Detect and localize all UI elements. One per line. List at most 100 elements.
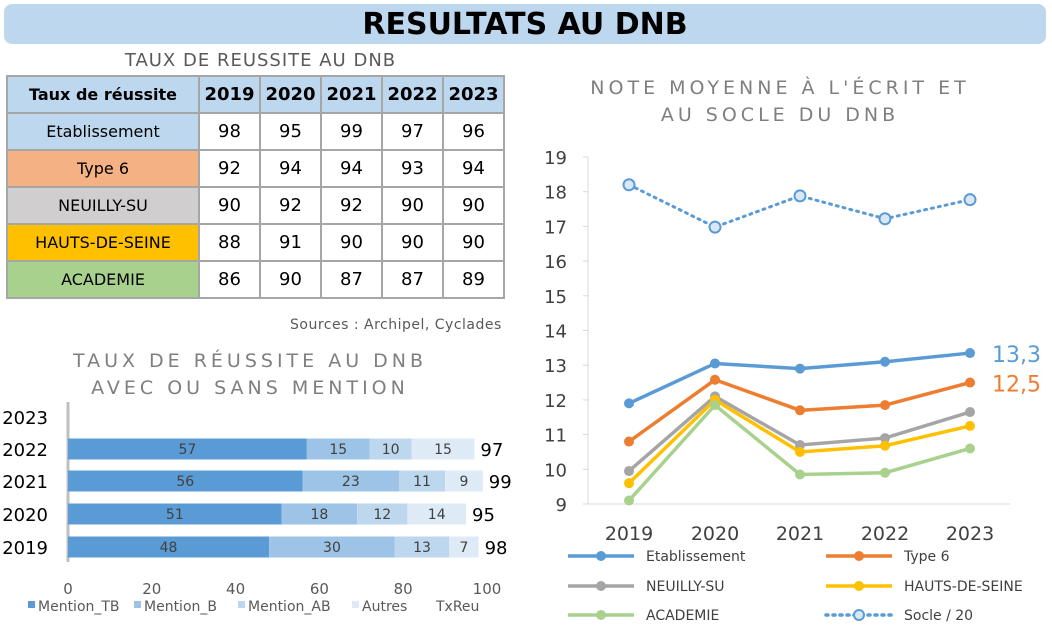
bar-segment — [68, 503, 282, 525]
line-point — [965, 348, 975, 359]
table-header-year: 2019 — [198, 75, 261, 114]
bar-legend-label: Mention_AB — [248, 599, 331, 615]
line-point — [965, 377, 975, 388]
line-legend-marker — [596, 610, 606, 620]
line-point — [795, 363, 805, 374]
table-cell: 98 — [198, 112, 261, 151]
bar-legend-swatch — [28, 601, 35, 608]
bar-segment — [357, 503, 408, 525]
bar-x-tick-label: 0 — [63, 580, 73, 598]
line-legend-label: NEUILLY-SU — [646, 579, 725, 595]
bar-segment — [449, 536, 479, 558]
table-cell: 90 — [381, 223, 444, 262]
bar-segment — [269, 536, 395, 558]
bar-chart-title-line1: TAUX DE RÉUSSITE AU DNB — [72, 350, 428, 372]
line-y-tick-label: 13 — [544, 356, 567, 377]
line-point — [624, 436, 634, 447]
line-point — [963, 193, 977, 207]
table-row-label: HAUTS-DE-SEINE — [6, 223, 200, 262]
bar-legend-swatch — [134, 601, 141, 608]
bar-data-label: 10 — [382, 442, 400, 458]
table-cell: 96 — [442, 112, 505, 151]
line-y-tick-label: 12 — [544, 391, 567, 412]
bar-total-label: 95 — [472, 505, 495, 526]
line-end-label: 12,5 — [992, 373, 1041, 398]
table-cell: 92 — [320, 186, 383, 225]
table-row-label: ACADEMIE — [6, 260, 200, 299]
table-cell: 86 — [198, 260, 261, 299]
table-cell: 94 — [320, 149, 383, 188]
table-row-label: NEUILLY-SU — [6, 186, 200, 225]
bar-segment — [369, 438, 412, 460]
bar-data-label: 12 — [373, 507, 391, 523]
line-point — [624, 495, 634, 506]
bar-data-label: 15 — [434, 442, 452, 458]
table-header-year: 2020 — [259, 75, 322, 114]
line-point — [795, 440, 805, 451]
line-point — [710, 358, 720, 369]
bar-data-label: 18 — [310, 507, 328, 523]
table-row: ACADEMIE 86 90 87 87 89 — [6, 260, 505, 299]
line-y-tick-label: 16 — [544, 252, 567, 273]
bar-data-label: 23 — [342, 474, 360, 490]
line-point — [795, 469, 805, 480]
bar-x-tick-label: 100 — [473, 580, 502, 598]
line-legend-label: Type 6 — [903, 549, 950, 565]
bar-legend-label: Autres — [362, 599, 407, 615]
line-point — [710, 374, 720, 385]
table-cell: 92 — [198, 149, 261, 188]
table-cell: 87 — [320, 260, 383, 299]
line-point — [710, 400, 720, 411]
bar-data-label: 13 — [413, 540, 431, 556]
line-x-tick-label: 2019 — [605, 523, 653, 545]
bar-total-label: 97 — [480, 440, 503, 461]
table-row: Type 6 92 94 94 93 94 — [6, 149, 505, 188]
line-point — [624, 398, 634, 409]
line-point — [880, 467, 890, 478]
bar-category-label: 2022 — [2, 440, 48, 461]
line-end-label: 13,3 — [992, 343, 1041, 368]
bar-category-label: 2021 — [2, 472, 48, 493]
bar-segment — [411, 438, 475, 460]
bar-segment — [68, 438, 307, 460]
bar-segment — [306, 438, 370, 460]
line-point — [624, 478, 634, 489]
bar-legend-swatch — [238, 601, 245, 608]
bar-x-tick-label: 40 — [226, 580, 245, 598]
bar-segment — [394, 536, 450, 558]
line-legend-marker — [854, 551, 864, 561]
bar-data-label: 51 — [166, 507, 184, 523]
bar-x-tick-label: 60 — [310, 580, 329, 598]
table-cell: 90 — [198, 186, 261, 225]
line-legend-label: ACADEMIE — [646, 608, 719, 624]
line-point — [622, 178, 636, 192]
line-x-tick-label: 2022 — [861, 523, 909, 545]
table-cell: 99 — [320, 112, 383, 151]
bar-chart-title-line2: AVEC OU SANS MENTION — [91, 377, 409, 399]
bar-legend-label: TxReu — [435, 599, 479, 615]
line-point — [880, 433, 890, 444]
page-title: RESULTATS AU DNB — [4, 4, 1046, 44]
line-y-tick-label: 10 — [544, 460, 567, 481]
bar-data-label: 7 — [459, 540, 468, 556]
line-point — [880, 440, 890, 451]
line-y-tick-label: 9 — [556, 495, 567, 516]
bar-data-label: 56 — [176, 474, 194, 490]
line-y-tick-label: 18 — [544, 183, 567, 204]
bar-legend-label: Mention_TB — [38, 599, 120, 615]
bar-x-tick-label: 20 — [142, 580, 161, 598]
table-header-label: Taux de réussite — [6, 75, 200, 114]
table-cell: 91 — [259, 223, 322, 262]
bar-data-label: 30 — [323, 540, 341, 556]
table-cell: 90 — [259, 260, 322, 299]
bar-category-label: 2020 — [2, 505, 48, 526]
bar-data-label: 9 — [459, 474, 468, 490]
table-cell: 87 — [381, 260, 444, 299]
line-y-tick-label: 14 — [544, 322, 567, 343]
line-chart-title-line2: AU SOCLE DU DNB — [660, 104, 900, 126]
line-point — [624, 466, 634, 477]
table-cell: 90 — [442, 223, 505, 262]
table-cell: 90 — [320, 223, 383, 262]
bar-total-label: 98 — [485, 538, 508, 559]
table-cell: 89 — [442, 260, 505, 299]
